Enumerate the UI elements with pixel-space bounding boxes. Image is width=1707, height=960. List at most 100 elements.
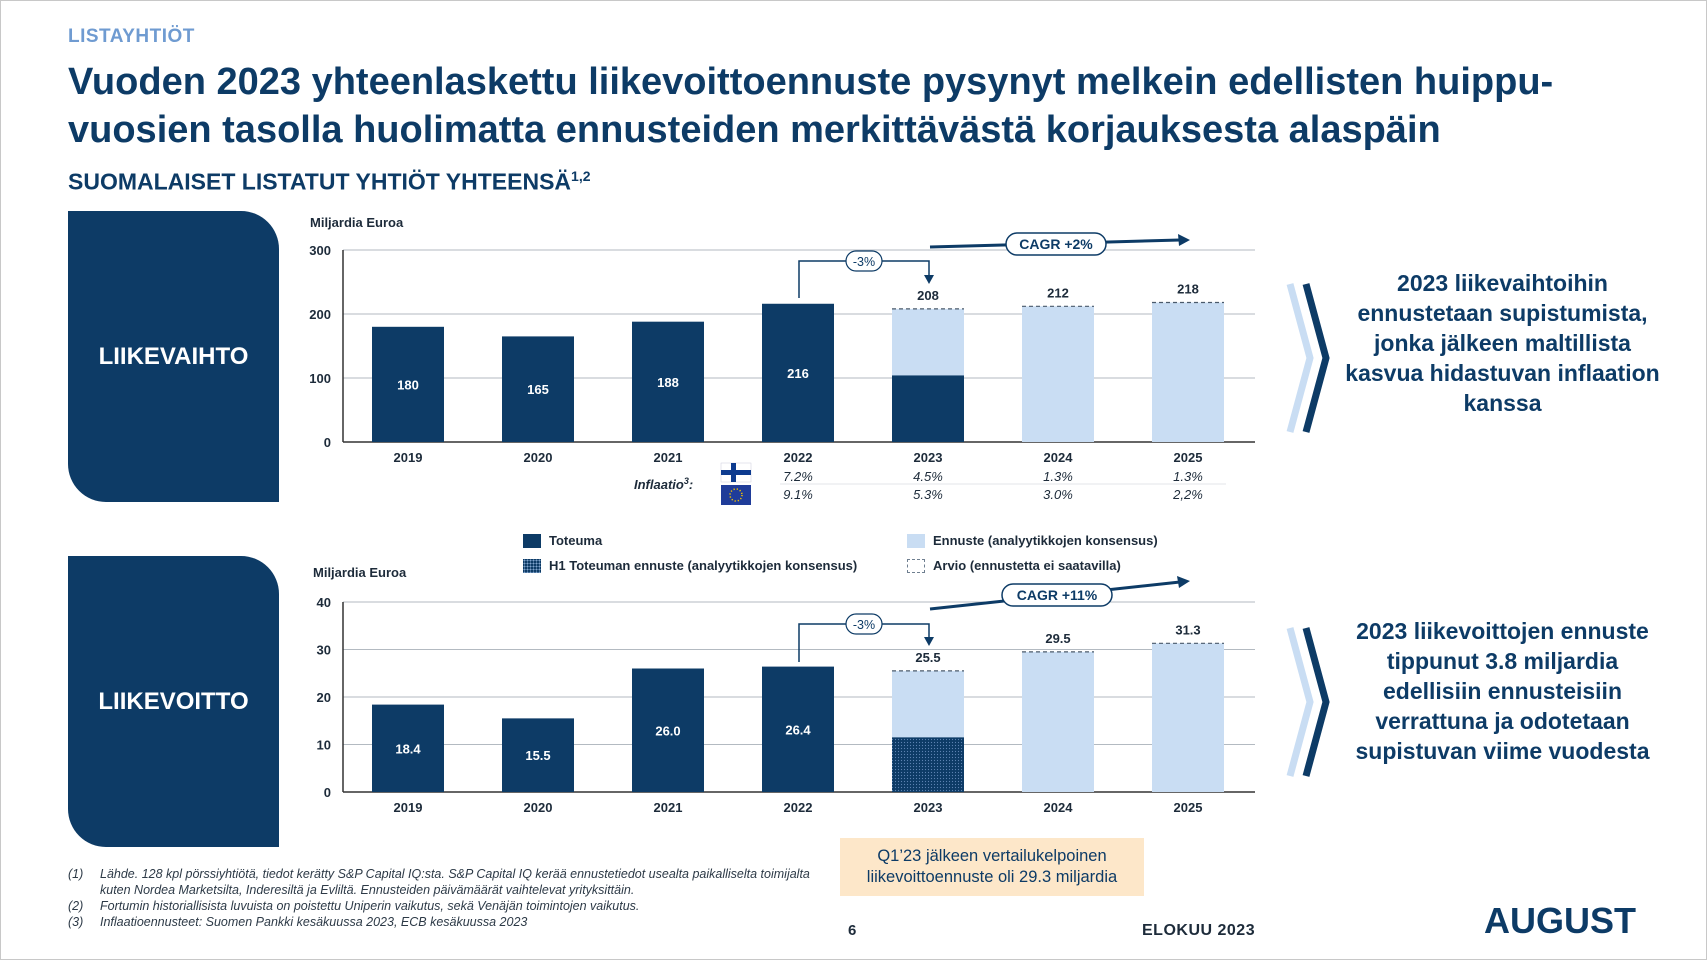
legend-estimate-text: Arvio (ennustetta ei saatavilla) [933,558,1121,573]
profit-value-label-2019: 18.4 [395,741,421,756]
revenue-chevron-icon [1286,283,1330,433]
revenue-bar-2020 [502,336,574,442]
inflation-label-text: Inflaatio [634,477,684,492]
revenue-xtick-label-2025: 2025 [1174,450,1203,465]
revenue-cagr-arrow: CAGR +2% [929,232,1190,256]
profit-bar-2019 [372,704,444,792]
footnote-3-text: Inflaatioennusteet: Suomen Pankki kesäku… [100,915,528,929]
footnote-2-num: (2) [68,899,84,913]
brand-logo: AUGUST [1484,900,1636,941]
profit-bar-2021 [632,668,704,792]
finland-flag-icon [720,462,752,483]
legend-actual-text: Toteuma [549,533,603,548]
profit-xtick-label-2019: 2019 [394,800,423,815]
profit-value-label-2023: 25.5 [915,650,940,665]
footnote-1-text: Lähde. 128 kpl pörssiyhtiötä, tiedot ker… [100,867,810,897]
inflation-label-sup: 3 [684,476,689,486]
revenue-bar-2024 [1022,306,1094,442]
profit-xtick-label-2023: 2023 [914,800,943,815]
legend-estimate: Arvio (ennustetta ei saatavilla) [907,558,1121,573]
profit-bar-2025 [1152,643,1224,792]
inflation-label: Inflaatio3: [634,476,693,492]
footnotes: (1) Lähde. 128 kpl pörssiyhtiötä, tiedot … [68,866,828,930]
revenue-xtick-label-2022: 2022 [784,450,813,465]
revenue-value-label-2025: 218 [1177,281,1199,296]
revenue-value-label-2022: 216 [787,366,809,381]
inflation-finland-value: 4.5% [913,469,943,484]
revenue-xtick-label-2019: 2019 [394,450,423,465]
revenue-ytick-label: 0 [324,435,331,450]
profit-value-label-2021: 26.0 [655,723,680,738]
profit-xtick-label-2022: 2022 [784,800,813,815]
revenue-xtick-label-2021: 2021 [654,450,683,465]
section-tag: LISTAYHTIÖT [68,26,195,47]
revenue-cagr-label: CAGR +2% [1019,236,1093,252]
profit-summary: 2023 liikevoittojen ennuste tippunut 3.8… [1355,618,1650,764]
profit-label: LIIKEVOITTO [68,556,279,847]
profit-value-label-2020: 15.5 [525,748,550,763]
profit-ytick-label: 20 [317,690,331,705]
revenue-value-label-2020: 165 [527,382,549,397]
revenue-change-label: -3% [853,255,875,269]
page-title: Vuoden 2023 yhteenlaskettu liikevoittoen… [68,61,1554,151]
inflation-finland-value: 7.2% [783,469,813,484]
inflation-finland-row: 7.2% 4.5% 1.3% 1.3% [783,469,1203,484]
legend-h1-swatch [523,558,541,573]
profit-unit-label: Miljardia Euroa [313,565,407,580]
revenue-bar-h1-2023 [892,375,964,442]
revenue-bar-2019 [372,326,444,442]
inflation-euro-value: 9.1% [783,487,813,502]
profit-change-arrow: -3% [798,613,934,662]
profit-ytick-label: 30 [317,643,331,658]
profit-cagr-arrow: CAGR +11% [929,576,1190,611]
inflation-euro-row: 9.1% 5.3% 3.0% 2,2% [783,487,1203,502]
revenue-change-arrow: -3% [798,250,934,298]
revenue-xtick-label-2020: 2020 [524,450,553,465]
legend-h1: H1 Toteuman ennuste (analyytikkojen kons… [523,558,857,573]
profit-chevron-icon [1286,627,1330,777]
profit-chart-plot: 0 10 20 30 40 18.4 2019 15.5 2020 26.0 2021 26.4 202… [317,595,1255,815]
profit-ytick-label: 10 [317,738,331,753]
footnote-1: (1) Lähde. 128 kpl pörssiyhtiötä, tiedot … [68,866,828,898]
legend-actual-swatch [523,533,541,548]
profit-value-label-2022: 26.4 [785,722,811,737]
profit-xtick-label-2025: 2025 [1174,800,1203,815]
revenue-summary: 2023 liikevaihtoihin ennustetaan supistu… [1345,270,1660,416]
revenue-value-label-2024: 212 [1047,285,1069,300]
profit-xtick-label-2020: 2020 [524,800,553,815]
inflation-finland-value: 1.3% [1043,469,1073,484]
legend-forecast-swatch [907,533,925,548]
profit-bar-2024 [1022,651,1094,792]
inflation-euro-value: 2,2% [1172,487,1203,502]
footnote-2: (2) Fortumin historiallisista luvuista on… [68,898,828,914]
inflation-finland-value: 1.3% [1173,469,1203,484]
footnote-3-num: (3) [68,915,84,929]
subtitle-text: SUOMALAISET LISTATUT YHTIÖT YHTEENSÄ [68,168,572,195]
footnote-3: (3) Inflaatioennusteet: Suomen Pankki kes… [68,914,828,930]
revenue-bar-2021 [632,321,704,442]
profit-bar-2020 [502,718,574,792]
profit-value-label-2024: 29.5 [1045,631,1070,646]
inflation-table: Inflaatio3: 7.2% 4.5% 1.3% 1.3% 9.1% 5.3% 3.0… [634,462,1226,505]
revenue-xtick-label-2024: 2024 [1044,450,1074,465]
eu-flag-icon [721,485,751,505]
revenue-bar-2025 [1152,302,1224,442]
profit-change-label: -3% [853,618,875,632]
inflation-euro-value: 3.0% [1043,487,1073,502]
footnote-1-num: (1) [68,867,84,881]
footnote-2-text: Fortumin historiallisista luvuista on po… [100,899,640,913]
revenue-unit-label: Miljardia Euroa [310,215,404,230]
revenue-chart-plot: 0 100 200 300 180 2019 165 2020 188 2021 216 2022 20… [309,243,1255,465]
revenue-label: LIIKEVAIHTO [68,211,279,502]
revenue-ytick-label: 200 [309,307,331,322]
legend-actual: Toteuma [523,533,602,548]
profit-xtick-label-2021: 2021 [654,800,683,815]
legend-forecast-text: Ennuste (analyytikkojen konsensus) [933,533,1158,548]
legend-h1-text: H1 Toteuman ennuste (analyytikkojen kons… [549,558,858,573]
revenue-bar-2022 [762,303,834,442]
revenue-xtick-label-2023: 2023 [914,450,943,465]
revenue-value-label-2019: 180 [397,377,419,392]
revenue-value-label-2021: 188 [657,375,679,390]
profit-ytick-label: 40 [317,595,331,610]
legend-estimate-swatch [907,558,925,573]
